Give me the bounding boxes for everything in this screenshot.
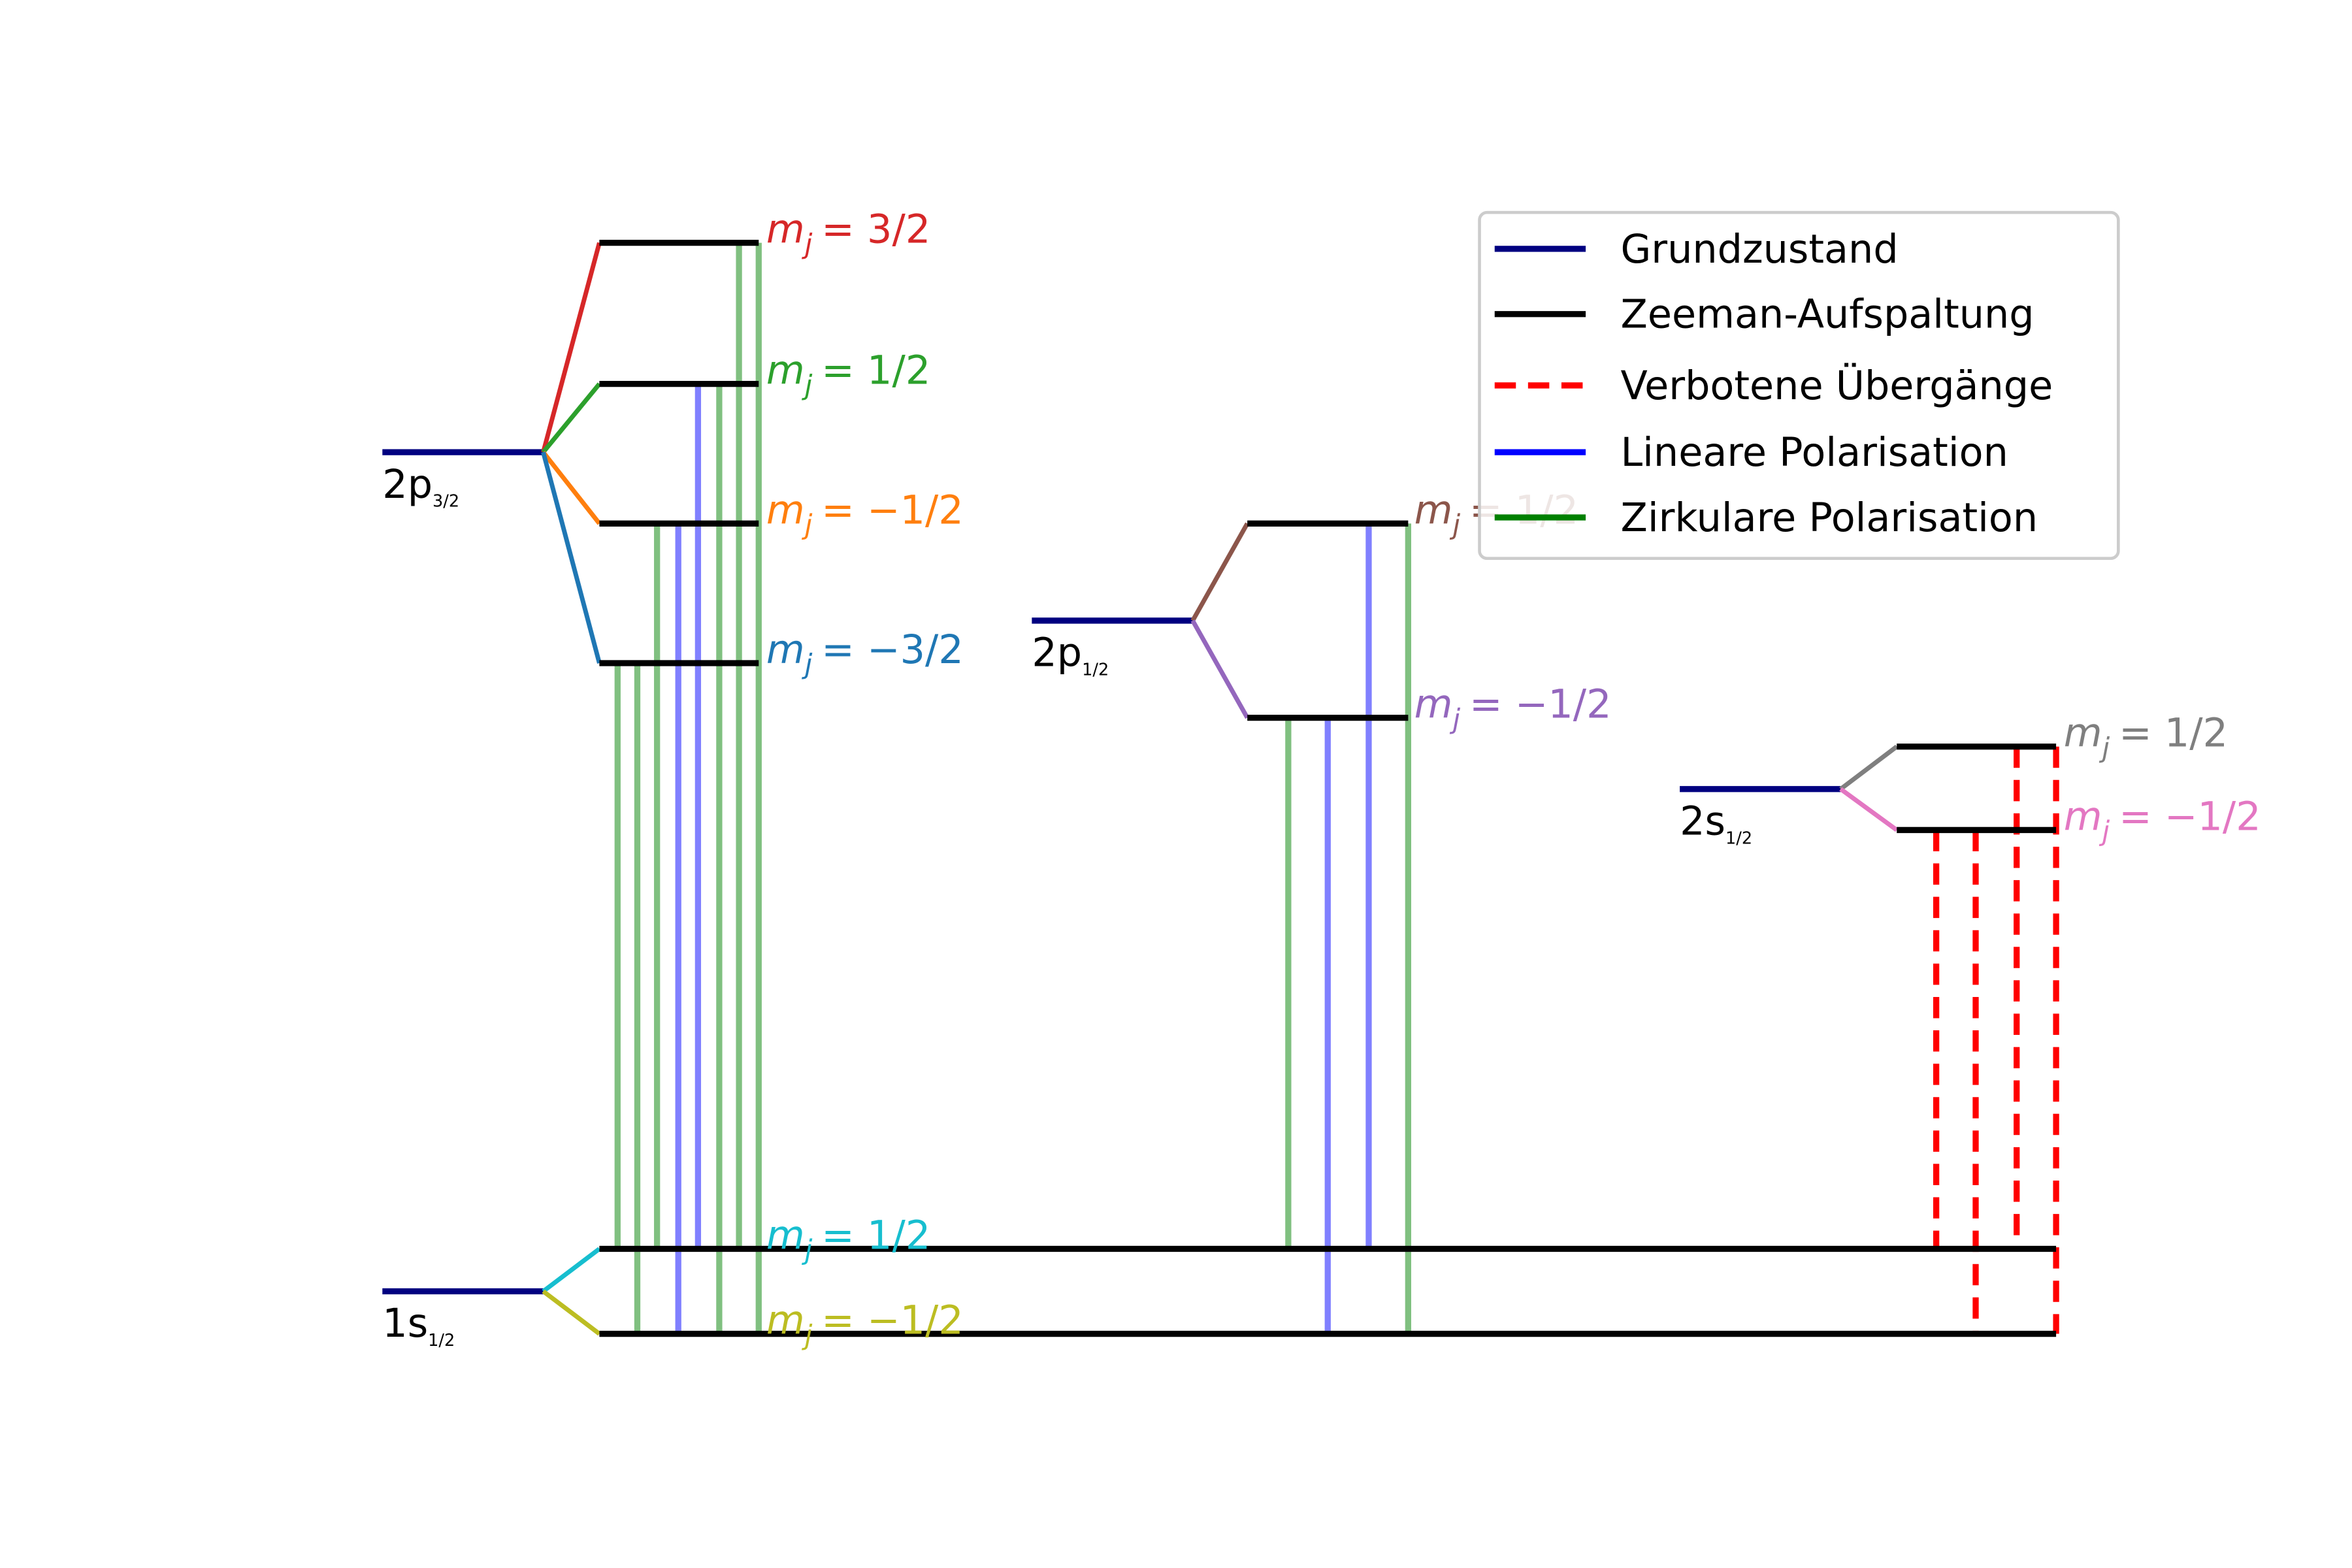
legend-label: Lineare Polarisation — [1621, 430, 2008, 476]
mj-symbol: m — [766, 348, 805, 394]
sublevel-label: mj= 1/2 — [766, 348, 930, 401]
splitting-connector — [542, 1289, 601, 1336]
splitting-connector — [541, 450, 602, 525]
mj-subscript: j — [802, 648, 813, 680]
splitting-connector — [542, 1247, 601, 1294]
mj-subscript: j — [1449, 509, 1460, 541]
mj-symbol: m — [766, 1298, 805, 1344]
mj-value: = 1/2 — [2119, 711, 2228, 757]
legend-label: Verbotene Übergänge — [1621, 363, 2053, 409]
levels: 2p3/2mj = 3/2mj = 1/2mj = −1/2mj = −3/21s1/2… — [382, 207, 2261, 1351]
mj-value: = 1/2 — [821, 1213, 930, 1258]
sublevel-label: mj = −1/2 — [2064, 794, 2261, 847]
mj-symbol: m — [766, 207, 805, 253]
mj-value: = −1/2 — [821, 487, 964, 533]
mj-subscript: j — [802, 369, 813, 401]
level-name-main: 2p — [382, 462, 433, 508]
mj-value: = 1/2 — [821, 348, 930, 394]
mj-symbol: m — [2064, 711, 2102, 757]
mj-value: = −1/2 — [2119, 794, 2261, 840]
mj-subscript: j — [802, 1234, 813, 1266]
level-name-sub: 1/2 — [1725, 828, 1752, 848]
mj-subscript: j — [802, 228, 813, 260]
mj-subscript: j — [802, 1319, 813, 1351]
splitting-connector — [541, 242, 602, 453]
level-name-sub: 1/2 — [428, 1331, 455, 1350]
mj-subscript: j — [2099, 732, 2110, 764]
mj-symbol: m — [766, 1213, 805, 1258]
level-name-main: 1s — [382, 1301, 428, 1347]
splitting-connector — [1839, 744, 1899, 791]
splitting-connector — [1190, 522, 1250, 622]
mj-subscript: j — [1449, 703, 1460, 735]
legend-box — [1478, 210, 2120, 561]
sublevel-label: mj= 1/2 — [766, 1213, 930, 1266]
level-name: 2p3/2 — [382, 462, 459, 512]
splitting-connector — [541, 451, 602, 664]
mj-value: = 3/2 — [821, 207, 930, 253]
mj-value: = −3/2 — [821, 627, 964, 673]
level-name: 1s1/2 — [382, 1301, 455, 1350]
mj-symbol: m — [2064, 794, 2102, 840]
mj-symbol: m — [766, 487, 805, 533]
level-name-sub: 1/2 — [1082, 661, 1109, 680]
sublevel-label: mj = 3/2 — [766, 207, 930, 260]
mj-subscript: j — [2099, 815, 2110, 847]
sublevel-label: mj = 1/2 — [2064, 711, 2228, 764]
sublevel-label: mj = −1/2 — [766, 1298, 964, 1351]
mj-subscript: j — [802, 509, 813, 541]
mj-symbol: m — [766, 627, 805, 673]
legend-label: Grundzustand — [1621, 227, 1899, 272]
mj-symbol: m — [1414, 487, 1453, 533]
splitting-connector — [1190, 619, 1250, 719]
level-name: 2p1/2 — [1032, 630, 1109, 680]
mj-value: = −1/2 — [821, 1298, 964, 1344]
level-name-sub: 3/2 — [433, 492, 459, 512]
transitions — [614, 242, 2059, 1334]
level-name-main: 2s — [1680, 798, 1725, 844]
legend: Grundzustand Zeeman-Aufspaltung Verbotene … — [1478, 210, 2120, 561]
sublevel-label: mj = −1/2 — [766, 487, 964, 540]
sublevel-label: mj = −1/2 — [1414, 682, 1612, 735]
legend-label: Zirkulare Polarisation — [1621, 495, 2038, 541]
splitting-connector — [541, 382, 602, 454]
legend-label: Zeeman-Aufspaltung — [1621, 292, 2034, 338]
mj-symbol: m — [1414, 682, 1453, 728]
sublevel-label: mj = −3/2 — [766, 627, 964, 680]
mj-value: = −1/2 — [1469, 682, 1612, 728]
level-name: 2s1/2 — [1680, 798, 1752, 848]
splitting-connector — [1839, 787, 1899, 832]
level-name-main: 2p — [1032, 630, 1082, 676]
